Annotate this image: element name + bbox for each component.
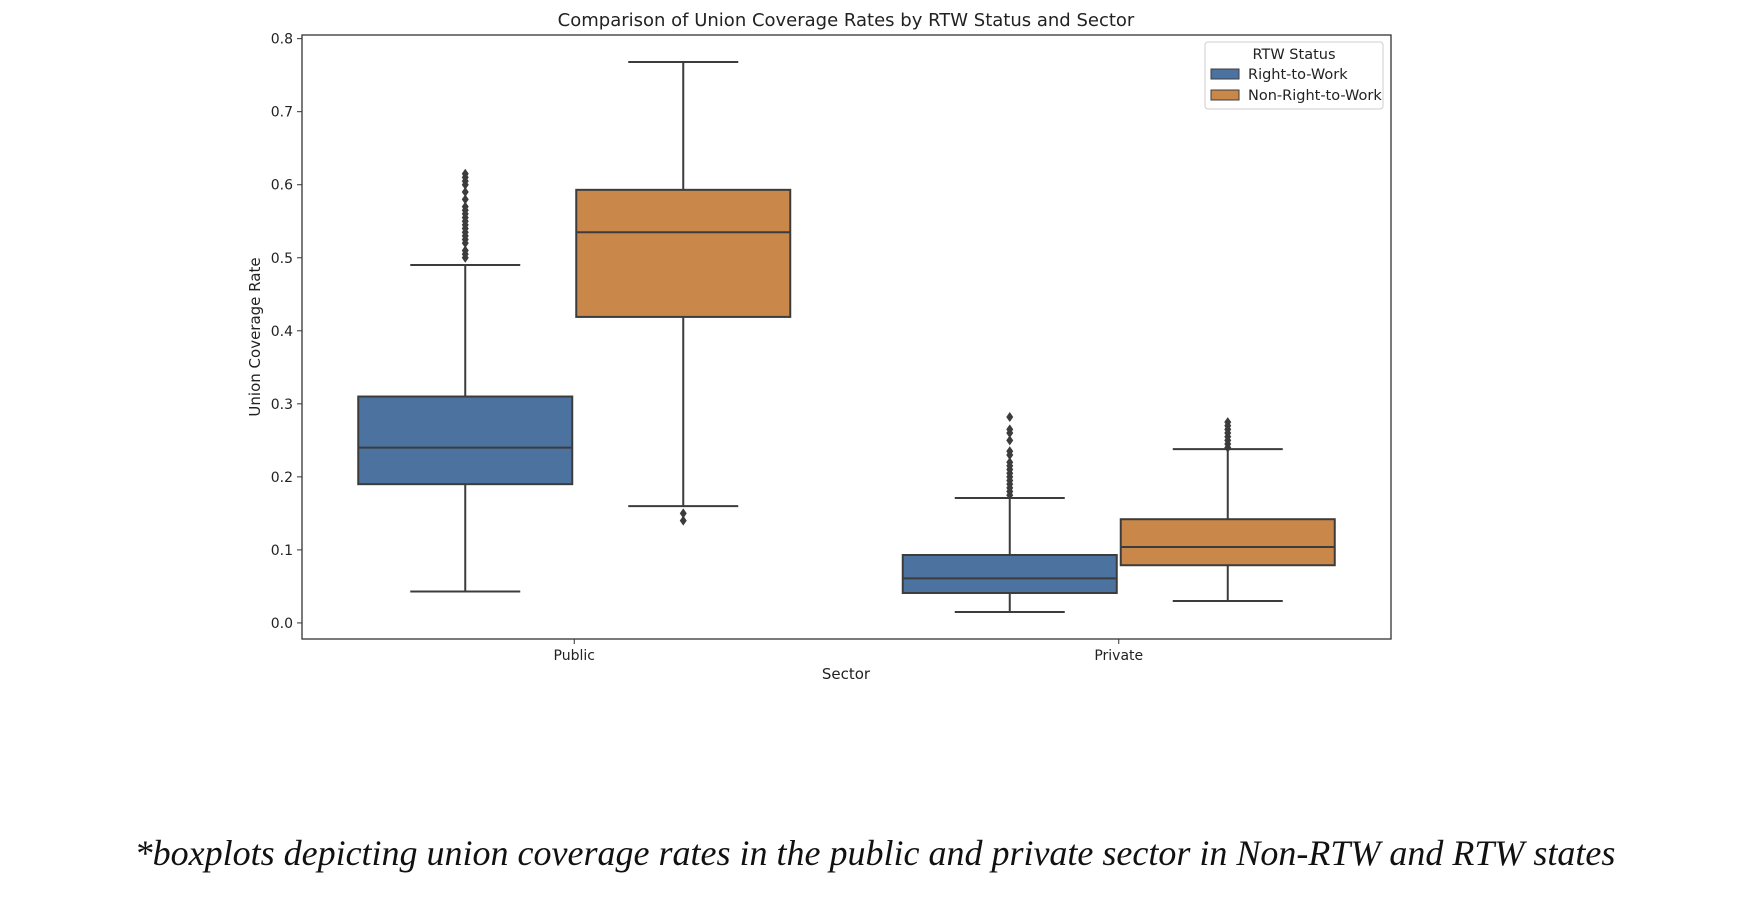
- outlier-point: [1224, 417, 1232, 428]
- outlier-point: [1006, 457, 1014, 468]
- legend-label: Non-Right-to-Work: [1248, 88, 1382, 104]
- chart-area: Comparison of Union Coverage Rates by RT…: [246, 10, 1392, 683]
- y-tick-label: 0.4: [271, 324, 293, 340]
- y-axis-label: Union Coverage Rate: [246, 257, 264, 416]
- legend: RTW Status Right-to-Work Non-Right-to-Wor…: [1204, 41, 1384, 110]
- x-tick-label: Public: [554, 648, 595, 664]
- axes-layer: 0.0 0.1 0.2 0.3 0.4 0.5 0.6 0.7 0.8 Public Private: [271, 32, 1143, 664]
- box-iqr: [575, 188, 792, 318]
- y-tick-label: 0.1: [271, 543, 293, 559]
- legend-title: RTW Status: [1252, 47, 1335, 63]
- outlier-point: [461, 201, 469, 212]
- boxplot-chart: Comparison of Union Coverage Rates by RT…: [246, 10, 1392, 683]
- outlier-point: [1006, 435, 1014, 446]
- x-tick-label: Private: [1094, 648, 1143, 664]
- legend-frame: [1204, 41, 1384, 110]
- box-iqr: [901, 554, 1118, 594]
- y-tick-label: 0.6: [271, 178, 293, 194]
- y-tick-label: 0.0: [271, 616, 293, 632]
- outlier-point: [461, 187, 469, 198]
- outlier-point: [679, 515, 687, 526]
- y-tick-label: 0.3: [271, 397, 293, 413]
- figure-caption: *boxplots depicting union coverage rates…: [134, 833, 1616, 873]
- outlier-point: [1006, 424, 1014, 435]
- outlier-point: [679, 508, 687, 519]
- box-iqr: [1119, 518, 1336, 567]
- legend-swatch: [1210, 89, 1240, 101]
- outlier-point: [461, 194, 469, 205]
- outlier-point: [461, 168, 469, 179]
- box-iqr: [357, 395, 574, 486]
- x-axis-label: Sector: [822, 665, 871, 683]
- outlier-point: [1006, 411, 1014, 422]
- plot-layer: [357, 61, 1336, 613]
- y-tick-label: 0.5: [271, 251, 293, 267]
- outlier-point: [461, 245, 469, 256]
- legend-swatch: [1210, 68, 1240, 80]
- chart-title: Comparison of Union Coverage Rates by RT…: [558, 10, 1135, 31]
- y-tick-label: 0.7: [271, 105, 293, 121]
- legend-label: Right-to-Work: [1248, 67, 1348, 83]
- plot-frame: [301, 34, 1392, 640]
- outlier-point: [1006, 446, 1014, 457]
- y-tick-label: 0.8: [271, 32, 293, 48]
- legend-items: Right-to-Work Non-Right-to-Work: [1210, 67, 1382, 104]
- y-tick-label: 0.2: [271, 470, 293, 486]
